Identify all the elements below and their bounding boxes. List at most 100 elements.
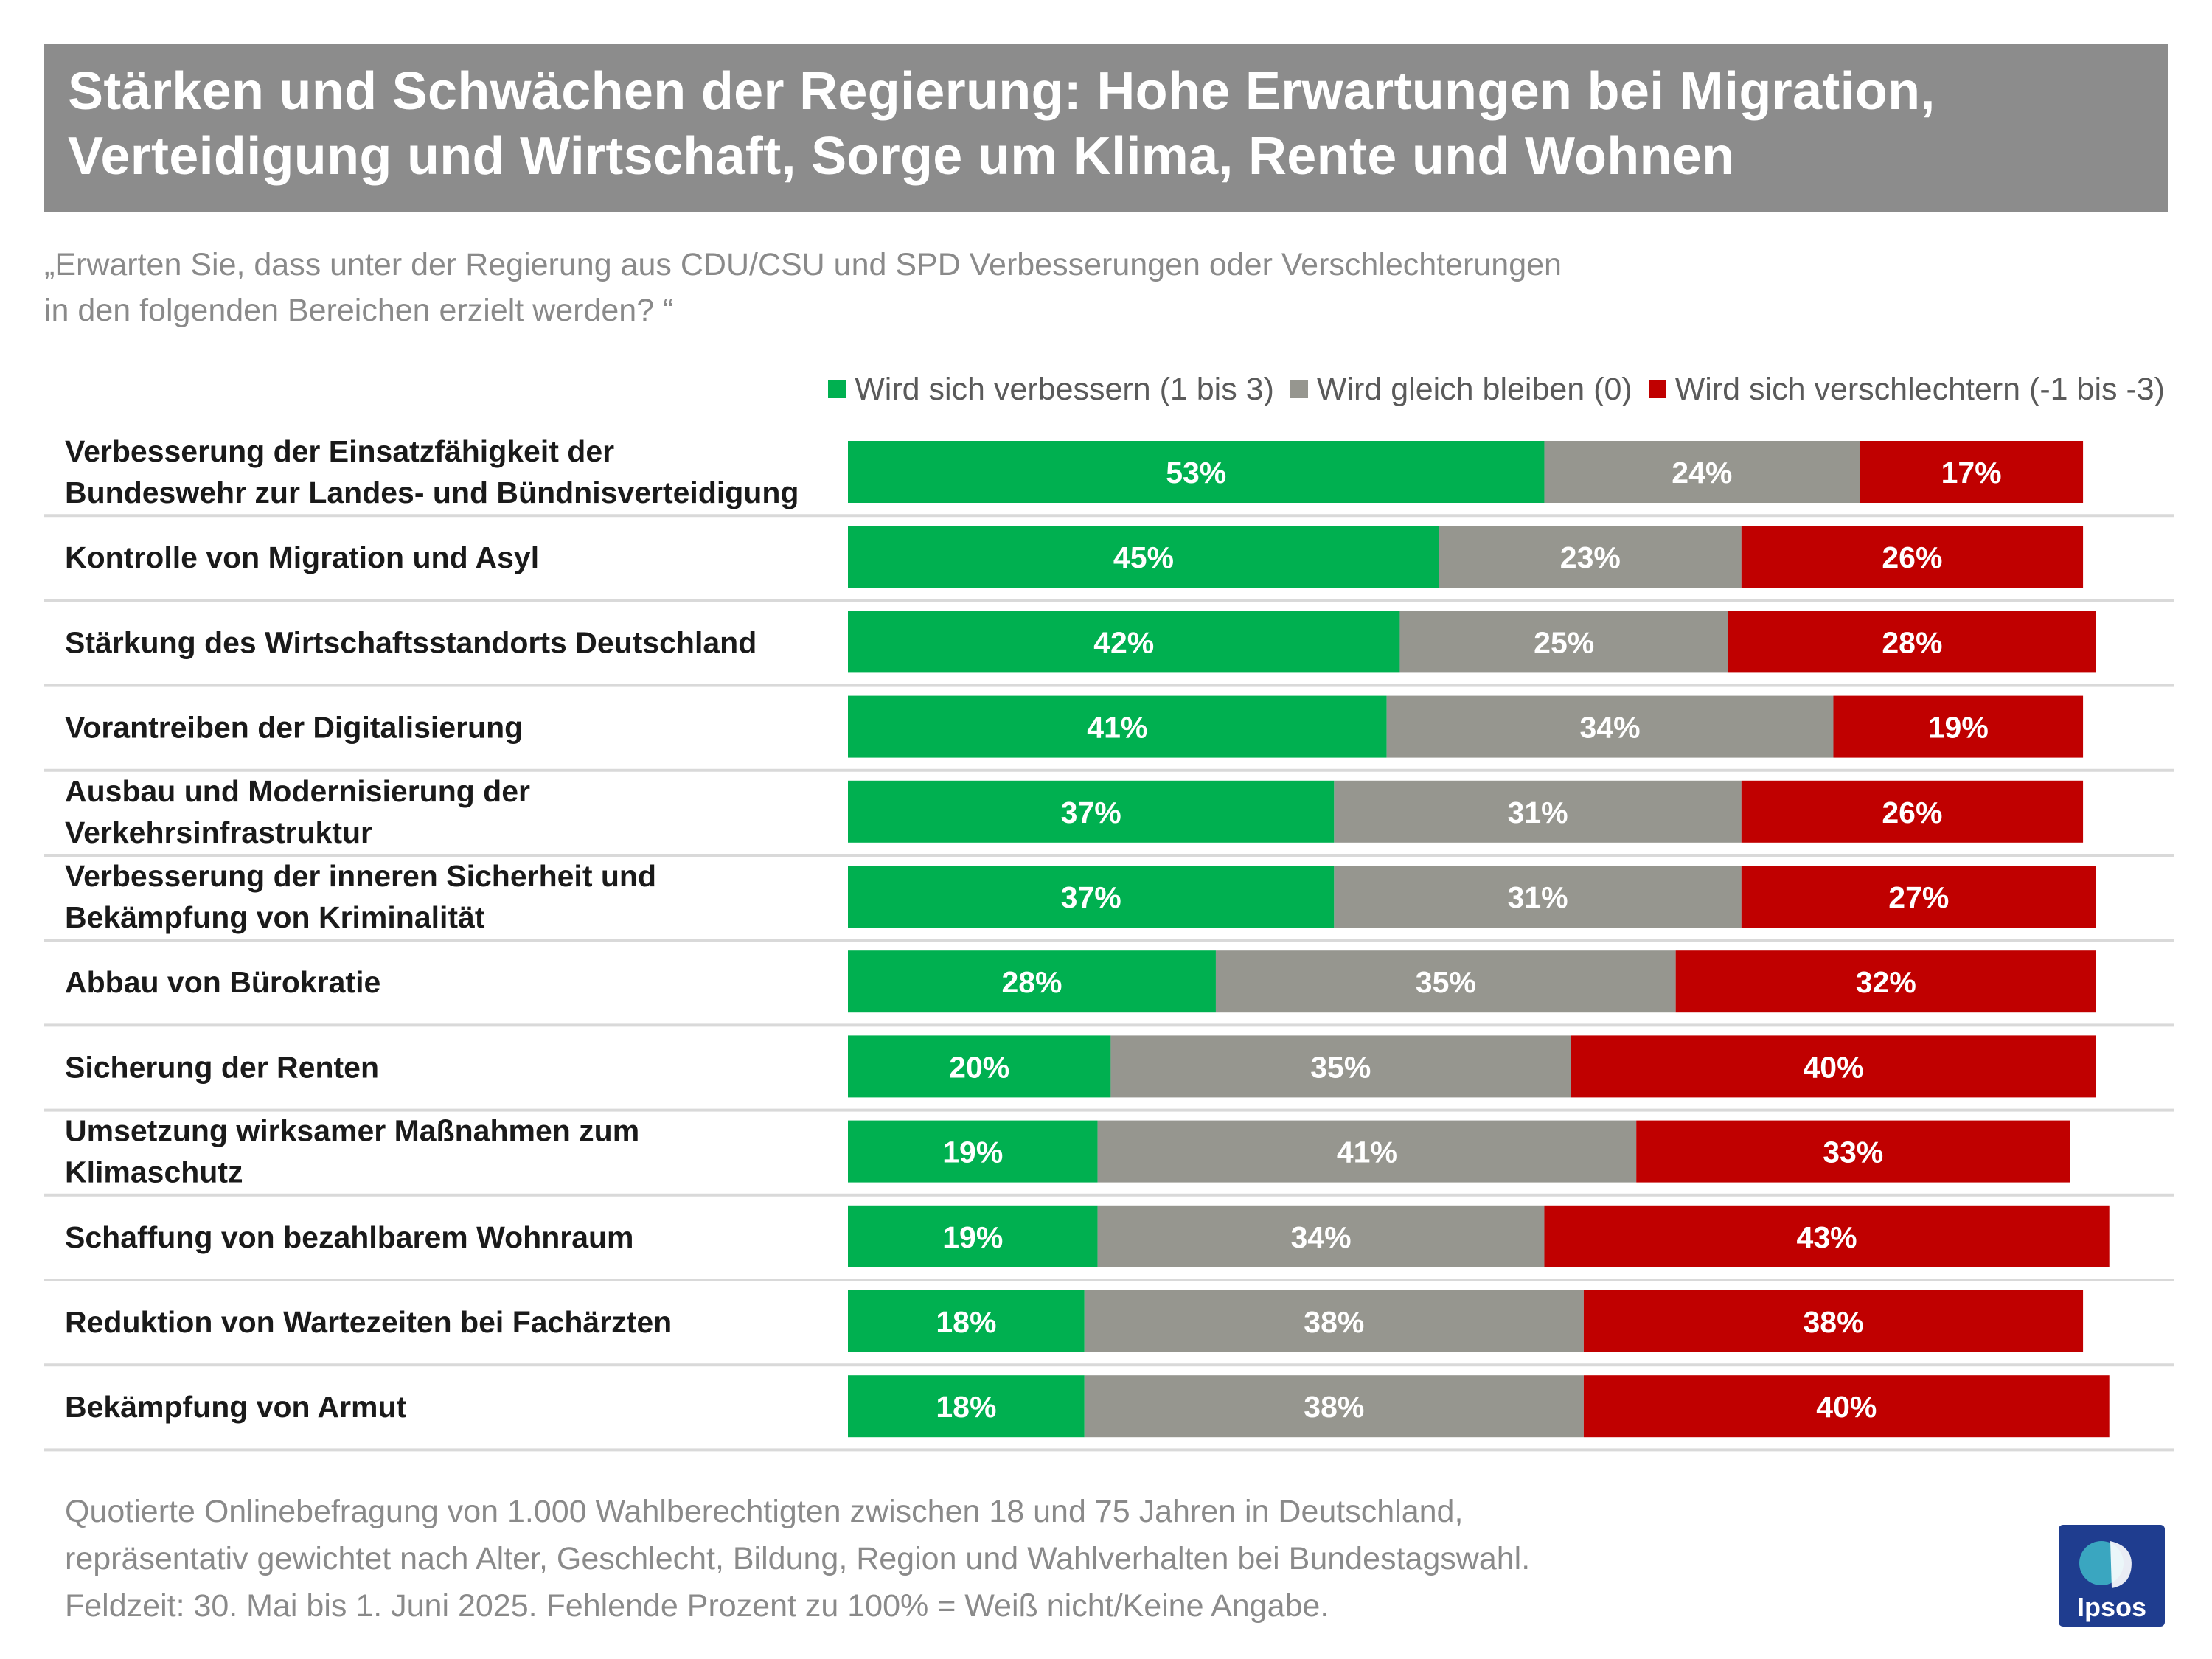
category-label: Vorantreiben der Digitalisierung xyxy=(65,711,523,745)
logo-profile-shape xyxy=(2110,1541,2132,1588)
value-label-improve: 18% xyxy=(936,1390,996,1424)
bar-same xyxy=(1399,611,1728,673)
value-label-improve: 19% xyxy=(942,1135,1003,1169)
value-label-same: 25% xyxy=(1534,625,1594,659)
footnote: Quotierte Onlinebefragung von 1.000 Wahl… xyxy=(65,1488,2056,1630)
bar-improve xyxy=(848,1290,1085,1352)
category-label: Bekämpfung von Armut xyxy=(65,1390,407,1424)
bar-worse xyxy=(1741,526,2084,588)
value-label-improve: 45% xyxy=(1113,540,1174,574)
legend-label-same: Wird gleich bleiben (0) xyxy=(1316,371,1632,407)
chart-title-line-1: Stärken und Schwächen der Regierung: Hoh… xyxy=(68,62,1935,121)
bar-worse xyxy=(1860,441,2084,503)
bar-improve xyxy=(848,1205,1098,1267)
bar-same xyxy=(1439,526,1742,588)
bar-same xyxy=(1084,1290,1584,1352)
category-label: Abbau von Bürokratie xyxy=(65,965,380,999)
footnote-line-3: Feldzeit: 30. Mai bis 1. Juni 2025. Fehl… xyxy=(65,1588,1329,1624)
value-label-worse: 28% xyxy=(1882,625,1942,659)
legend-item-worse: Wird sich verschlechtern (-1 bis -3) xyxy=(1648,371,2165,408)
value-label-worse: 17% xyxy=(1941,456,2002,490)
survey-question-line-2: in den folgenden Bereichen erzielt werde… xyxy=(44,293,674,328)
bar-improve xyxy=(848,1035,1111,1098)
category-label: Schaffung von bezahlbarem Wohnraum xyxy=(65,1220,634,1254)
category-label: Bekämpfung von Kriminalität xyxy=(65,900,485,934)
bar-improve xyxy=(848,780,1335,843)
bar-same xyxy=(1386,695,1834,758)
category-label: Kontrolle von Migration und Asyl xyxy=(65,540,539,574)
value-label-same: 34% xyxy=(1580,711,1641,745)
value-label-same: 34% xyxy=(1290,1220,1351,1254)
bar-worse xyxy=(1675,950,2096,1013)
title-banner: Stärken und Schwächen der Regierung: Hoh… xyxy=(44,44,2168,212)
bar-same xyxy=(1097,1205,1545,1267)
value-label-same: 35% xyxy=(1416,965,1476,999)
bar-same xyxy=(1084,1375,1584,1438)
bar-same xyxy=(1334,866,1742,928)
bar-improve xyxy=(848,695,1387,758)
category-label: Stärkung des Wirtschaftsstandorts Deutsc… xyxy=(65,625,757,659)
bar-same xyxy=(1097,1120,1637,1183)
category-label: Sicherung der Renten xyxy=(65,1050,379,1084)
bar-improve xyxy=(848,1375,1085,1438)
value-label-worse: 40% xyxy=(1803,1050,1863,1084)
value-label-improve: 37% xyxy=(1061,796,1121,830)
category-label: Verkehrsinfrastruktur xyxy=(65,815,372,849)
value-label-same: 31% xyxy=(1508,880,1568,914)
value-label-improve: 41% xyxy=(1087,711,1147,745)
value-label-same: 38% xyxy=(1304,1305,1364,1339)
value-label-same: 23% xyxy=(1560,540,1621,574)
bar-improve xyxy=(848,611,1400,673)
value-label-improve: 28% xyxy=(1001,965,1062,999)
value-label-worse: 26% xyxy=(1882,540,1942,574)
survey-question-line-1: „Erwarten Sie, dass unter der Regierung … xyxy=(44,247,1562,282)
bar-worse xyxy=(1833,695,2084,758)
value-label-worse: 40% xyxy=(1816,1390,1877,1424)
category-label: Umsetzung wirksamer Maßnahmen zum xyxy=(65,1114,639,1148)
category-label: Bundeswehr zur Landes- und Bündnisvertei… xyxy=(65,476,799,509)
category-label: Verbesserung der Einsatzfähigkeit der xyxy=(65,434,614,468)
value-label-worse: 27% xyxy=(1888,880,1949,914)
bar-worse xyxy=(1636,1120,2070,1183)
chart-title-line-2: Verteidigung und Wirtschaft, Sorge um Kl… xyxy=(68,127,1735,186)
value-label-improve: 37% xyxy=(1061,880,1121,914)
footnote-line-2: repräsentativ gewichtet nach Alter, Gesc… xyxy=(65,1541,1531,1576)
legend-item-same: Wird gleich bleiben (0) xyxy=(1290,372,1632,408)
chart-legend: Wird sich verbessern (1 bis 3) Wird glei… xyxy=(812,369,2165,410)
legend-swatch-worse xyxy=(1648,380,1666,398)
value-label-same: 35% xyxy=(1310,1050,1371,1084)
bar-improve xyxy=(848,950,1216,1013)
bar-worse xyxy=(1741,866,2096,928)
bar-worse xyxy=(1544,1205,2110,1267)
bar-improve xyxy=(848,1120,1098,1183)
value-label-improve: 20% xyxy=(949,1050,1009,1084)
bar-improve xyxy=(848,866,1335,928)
value-label-worse: 26% xyxy=(1882,796,1942,830)
value-label-improve: 19% xyxy=(942,1220,1003,1254)
value-label-same: 24% xyxy=(1672,456,1732,490)
bar-improve xyxy=(848,526,1439,588)
bar-same xyxy=(1110,1035,1571,1098)
value-label-worse: 19% xyxy=(1928,711,1989,745)
value-label-improve: 42% xyxy=(1093,625,1154,659)
category-label: Klimaschutz xyxy=(65,1155,243,1189)
value-label-improve: 53% xyxy=(1166,456,1226,490)
value-label-same: 41% xyxy=(1337,1135,1397,1169)
bar-same xyxy=(1334,780,1742,843)
value-label-improve: 18% xyxy=(936,1305,996,1339)
legend-label-worse: Wird sich verschlechtern (-1 bis -3) xyxy=(1674,371,2165,407)
bar-worse xyxy=(1583,1290,2084,1352)
bar-worse xyxy=(1583,1375,2110,1438)
legend-item-improve: Wird sich verbessern (1 bis 3) xyxy=(828,372,1274,408)
logo-text: Ipsos xyxy=(2077,1592,2146,1622)
value-label-same: 31% xyxy=(1508,796,1568,830)
bar-improve xyxy=(848,441,1545,503)
bar-worse xyxy=(1741,780,2084,843)
legend-swatch-improve xyxy=(828,380,846,398)
bar-same xyxy=(1544,441,1860,503)
footnote-line-1: Quotierte Onlinebefragung von 1.000 Wahl… xyxy=(65,1494,1464,1529)
bar-worse xyxy=(1728,611,2096,673)
category-label: Reduktion von Wartezeiten bei Fachärzten xyxy=(65,1305,672,1339)
legend-swatch-same xyxy=(1290,380,1308,398)
